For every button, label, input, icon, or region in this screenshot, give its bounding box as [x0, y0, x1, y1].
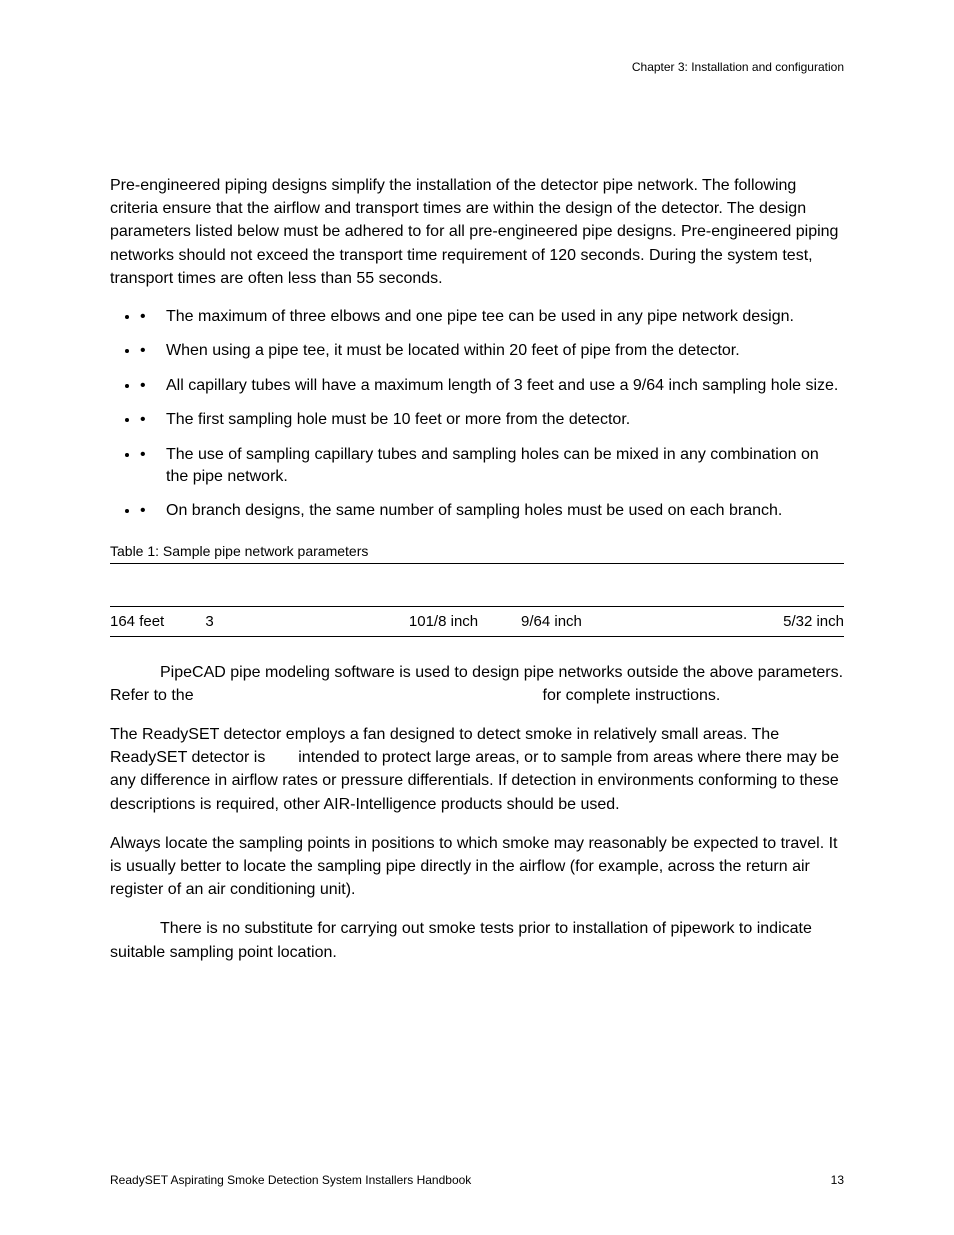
detector-paragraph: The ReadySET detector employs a fan desi… [110, 723, 844, 816]
list-item: The first sampling hole must be 10 feet … [140, 409, 844, 431]
table-cell: 3 [205, 606, 293, 636]
table-row: 164 feet 3 10 1/8 inch 9/64 inch 5/32 in… [110, 606, 844, 636]
chapter-heading: Chapter 3: Installation and configuratio… [110, 60, 844, 74]
list-item: All capillary tubes will have a maximum … [140, 375, 844, 397]
paragraph-text: PipeCAD pipe modeling software is used t… [110, 664, 843, 704]
list-item: When using a pipe tee, it must be locate… [140, 340, 844, 362]
table-cell: 9/64 inch [521, 606, 631, 636]
table-cell: 10 [293, 606, 425, 636]
table-cell: 5/32 inch [631, 606, 844, 636]
page-footer: ReadySET Aspirating Smoke Detection Syst… [110, 1173, 844, 1187]
table-cell: 164 feet [110, 606, 205, 636]
parameters-table: 164 feet 3 10 1/8 inch 9/64 inch 5/32 in… [110, 606, 844, 637]
list-item: On branch designs, the same number of sa… [140, 500, 844, 522]
page-number: 13 [831, 1173, 844, 1187]
paragraph-text: for complete instructions. [543, 687, 721, 704]
table-caption: Table 1: Sample pipe network parameters [110, 543, 844, 564]
smoke-test-paragraph: There is no substitute for carrying out … [110, 917, 844, 963]
table-cell: 1/8 inch [426, 606, 521, 636]
sampling-paragraph: Always locate the sampling points in pos… [110, 832, 844, 902]
pipecad-paragraph: PipeCAD pipe modeling software is used t… [110, 661, 844, 707]
footer-title: ReadySET Aspirating Smoke Detection Syst… [110, 1173, 471, 1187]
list-item: The use of sampling capillary tubes and … [140, 444, 844, 489]
list-item: The maximum of three elbows and one pipe… [140, 306, 844, 328]
intro-paragraph: Pre-engineered piping designs simplify t… [110, 174, 844, 290]
criteria-list: The maximum of three elbows and one pipe… [140, 306, 844, 523]
